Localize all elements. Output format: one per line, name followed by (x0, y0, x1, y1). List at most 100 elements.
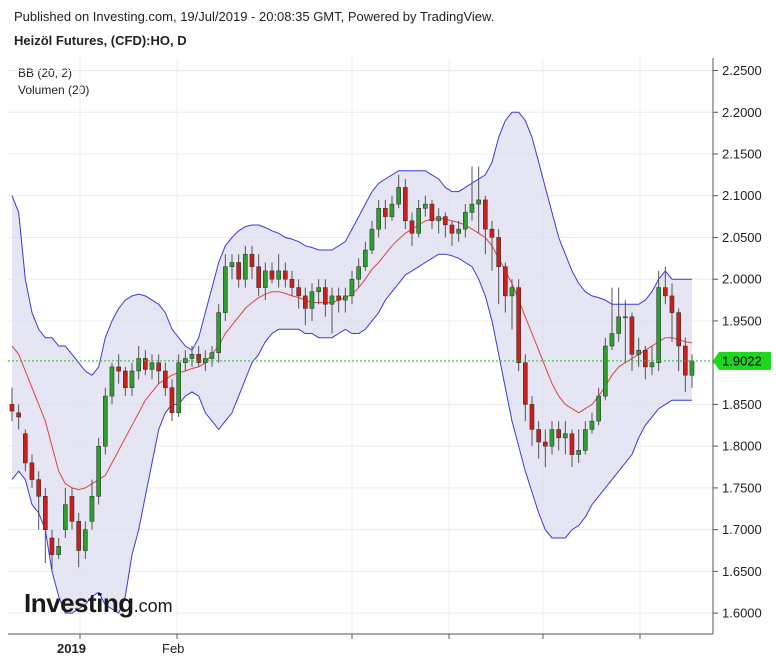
candle-body (303, 295, 308, 309)
y-tick-label: 2.1500 (722, 147, 762, 162)
candle-body (129, 370, 135, 388)
candle-body (589, 420, 595, 430)
candle-body (216, 312, 221, 353)
candle-body (456, 228, 461, 234)
candle-body (9, 404, 15, 412)
y-tick-label: 2.2000 (722, 105, 762, 120)
x-tick-label-feb: Feb (162, 641, 184, 656)
candle-body (449, 224, 455, 234)
candle-body (536, 429, 541, 443)
candle-body (149, 362, 155, 370)
candle-body (176, 362, 181, 414)
candle-body (69, 496, 75, 522)
candle-body (23, 433, 28, 464)
y-tick-label: 2.2500 (722, 63, 762, 78)
candle-body (623, 316, 628, 319)
price-overlay: 1.9022 (8, 351, 771, 370)
y-tick-label: 2.1000 (722, 188, 762, 203)
candle-body (223, 266, 228, 313)
candle-body (676, 312, 681, 347)
candle-body (263, 270, 268, 288)
candle-body (343, 295, 348, 301)
candle-body (569, 433, 575, 455)
candle-body (96, 445, 101, 497)
candle-body (63, 504, 68, 530)
last-price-tag (713, 351, 771, 370)
candle-body (36, 479, 41, 497)
candle-body (89, 496, 95, 522)
candle-body (509, 287, 515, 297)
candle-body (409, 220, 415, 234)
candle-body (429, 203, 435, 222)
candle-body (436, 216, 441, 222)
bollinger-upper-line (11, 111, 692, 376)
y-tick-label: 1.6500 (722, 564, 762, 579)
candle-body (116, 366, 121, 372)
candle-body (403, 187, 408, 222)
y-tick-label: 2.0000 (722, 272, 762, 287)
x-tick-label-2019: 2019 (57, 641, 86, 656)
candle-body (483, 199, 488, 230)
candle-body (156, 362, 161, 372)
candle-body (256, 266, 261, 288)
candle-body (123, 370, 128, 388)
candle-body (136, 358, 141, 372)
y-tick-label: 1.8500 (722, 397, 762, 412)
investing-logo: Investing.com (24, 588, 173, 618)
published-info: Published on Investing.com, 19/Jul/2019 … (14, 9, 495, 24)
candle-body (663, 287, 668, 297)
bollinger-bands-legend[interactable]: BB (20, 2) (18, 66, 73, 80)
candle-body (529, 404, 535, 430)
candle-body (189, 354, 195, 359)
candle-body (363, 249, 368, 267)
candle-body (229, 262, 235, 267)
candle-body (276, 270, 281, 280)
candle-body (283, 270, 288, 280)
candle-body (503, 266, 508, 297)
candle-body (443, 216, 448, 226)
candle-body (376, 208, 381, 230)
y-tick-label: 1.6000 (722, 606, 762, 621)
y-tick-label: 1.9500 (722, 313, 762, 328)
bollinger-band-fill (12, 112, 692, 614)
candle-body (469, 203, 475, 213)
candle-body (523, 362, 528, 405)
candle-body (463, 212, 468, 230)
candle-body (356, 266, 361, 280)
y-tick-label: 1.8000 (722, 439, 762, 454)
candle-body (249, 253, 255, 267)
candle-body (563, 433, 568, 439)
candle-body (583, 429, 588, 451)
candle-body (163, 370, 168, 388)
candle-body (49, 537, 55, 555)
candle-body (549, 429, 555, 447)
symbol-title: Heizöl Futures, (CFD):HO, D (14, 33, 187, 48)
candle-body (489, 228, 495, 238)
candle-body (236, 262, 241, 280)
y-tick-label: 1.7500 (722, 480, 762, 495)
candle-body (316, 287, 321, 293)
candle-body (416, 208, 421, 234)
candle-body (369, 228, 375, 251)
candle-body (143, 358, 148, 370)
candle-body (269, 270, 275, 280)
candle-body (289, 278, 295, 288)
candle-body (169, 387, 175, 413)
candle-body (103, 395, 108, 447)
candle-body (556, 429, 561, 439)
candle-body (383, 208, 388, 217)
candle-body (16, 412, 21, 418)
candle-body (516, 287, 521, 363)
candle-body (636, 349, 641, 355)
last-price-label: 1.9022 (722, 353, 762, 368)
candle-body (689, 360, 695, 376)
candle-body (109, 366, 115, 397)
candle-body (83, 529, 88, 551)
candle-body (603, 345, 608, 397)
candle-body (496, 237, 501, 267)
volume-legend[interactable]: Volumen (20) (18, 83, 90, 97)
candle-body (576, 450, 581, 455)
candlesticks (9, 166, 695, 572)
chart-axes: 2.2500 2.2000 2.1500 2.1000 2.0500 2.0000 1.95… (8, 58, 762, 656)
